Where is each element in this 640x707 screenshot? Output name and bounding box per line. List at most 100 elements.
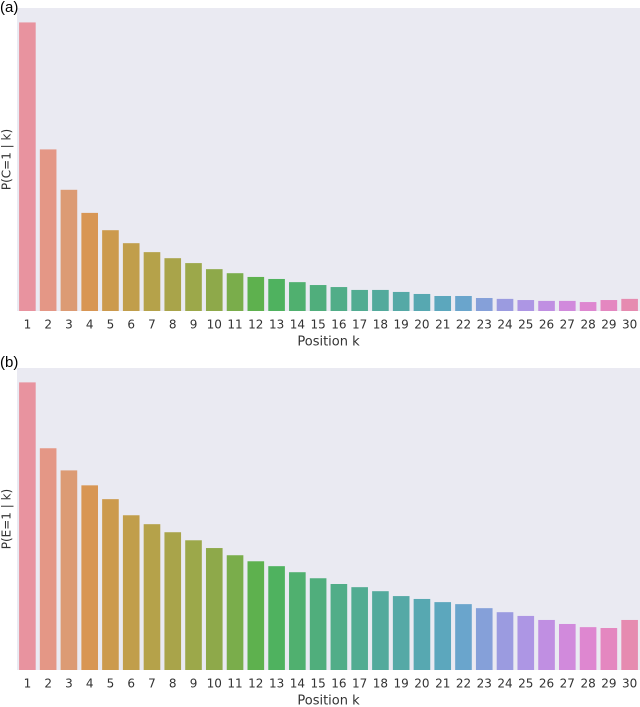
bar (351, 289, 368, 311)
x-tick-label: 10 (207, 677, 222, 691)
x-tick-label: 15 (310, 318, 325, 332)
plot-background (17, 8, 640, 311)
x-tick-label: 19 (394, 318, 409, 332)
x-tick-label: 28 (580, 677, 595, 691)
x-tick-label: 13 (269, 318, 284, 332)
x-tick-label: 24 (497, 677, 512, 691)
x-tick-label: 12 (248, 318, 263, 332)
bar (60, 189, 78, 311)
x-tick-label: 13 (269, 677, 284, 691)
x-tick-label: 11 (227, 677, 242, 691)
bar (330, 287, 348, 311)
bar (372, 289, 389, 311)
bar (143, 524, 161, 670)
bar (164, 532, 182, 670)
x-tick-label: 21 (435, 677, 450, 691)
bar (19, 22, 36, 312)
x-tick-label: 12 (248, 677, 263, 691)
bar (559, 623, 576, 670)
x-tick-label: 5 (107, 677, 115, 691)
x-tick-label: 3 (65, 677, 73, 691)
bar (205, 548, 223, 670)
x-tick-label: 30 (622, 677, 637, 691)
bar (289, 282, 306, 311)
x-tick-label: 10 (207, 318, 222, 332)
bar (39, 149, 57, 311)
bar (81, 212, 98, 311)
x-tick-label: 6 (127, 677, 135, 691)
x-tick-label: 22 (456, 318, 471, 332)
bar (330, 584, 348, 670)
bar (372, 591, 389, 670)
bar (205, 269, 223, 311)
bar (496, 612, 514, 670)
x-tick-label: 1 (24, 318, 32, 332)
x-tick-label: 5 (107, 318, 115, 332)
bar (475, 608, 493, 670)
bar (538, 619, 555, 670)
x-tick-label: 19 (394, 677, 409, 691)
bar (39, 448, 57, 670)
bar (579, 627, 597, 670)
bar (455, 295, 472, 311)
x-tick-label: 22 (456, 677, 471, 691)
bar (621, 619, 638, 670)
x-tick-label: 26 (539, 677, 554, 691)
bar (102, 499, 119, 670)
x-tick-label: 18 (373, 318, 388, 332)
bar (164, 258, 182, 311)
bar (517, 615, 535, 670)
bar (455, 604, 472, 670)
bar (621, 298, 638, 311)
bar (226, 555, 244, 670)
bar (102, 230, 119, 311)
bar (268, 278, 285, 311)
bar (434, 295, 452, 311)
x-tick-label: 29 (601, 318, 616, 332)
x-tick-label: 24 (497, 318, 512, 332)
x-tick-label: 28 (580, 318, 595, 332)
bar (496, 298, 514, 311)
x-tick-label: 21 (435, 318, 450, 332)
x-tick-label: 18 (373, 677, 388, 691)
x-tick-label: 2 (44, 677, 52, 691)
x-tick-label: 14 (290, 318, 305, 332)
bar (413, 293, 431, 311)
x-tick-label: 1 (24, 677, 32, 691)
x-tick-label: 2 (44, 318, 52, 332)
bar (351, 587, 368, 670)
bar (434, 602, 452, 670)
x-tick-label: 25 (518, 318, 533, 332)
bar (226, 273, 244, 311)
plot-background (17, 368, 640, 670)
x-tick-label: 15 (310, 677, 325, 691)
x-tick-label: 20 (414, 318, 429, 332)
bar (143, 252, 161, 311)
bar (185, 540, 202, 670)
bar (579, 302, 597, 311)
bar (247, 561, 265, 670)
bar (600, 300, 618, 311)
bar (60, 470, 78, 670)
bar (247, 276, 265, 311)
x-tick-label: 27 (560, 677, 575, 691)
x-tick-label: 8 (169, 318, 177, 332)
x-tick-label: 4 (86, 677, 94, 691)
x-tick-label: 26 (539, 318, 554, 332)
bar (517, 300, 535, 311)
panel-label: (b) (0, 354, 18, 371)
bar (122, 243, 140, 311)
x-tick-label: 17 (352, 677, 367, 691)
x-tick-label: 11 (227, 318, 242, 332)
bar (309, 285, 327, 311)
x-tick-label: 8 (169, 677, 177, 691)
x-tick-label: 29 (601, 677, 616, 691)
x-tick-label: 9 (190, 677, 198, 691)
bar (538, 300, 555, 311)
x-tick-label: 4 (86, 318, 94, 332)
bar (19, 382, 36, 670)
x-tick-label: 6 (127, 318, 135, 332)
bar (122, 515, 140, 670)
bar (268, 566, 285, 670)
bar (309, 578, 327, 670)
